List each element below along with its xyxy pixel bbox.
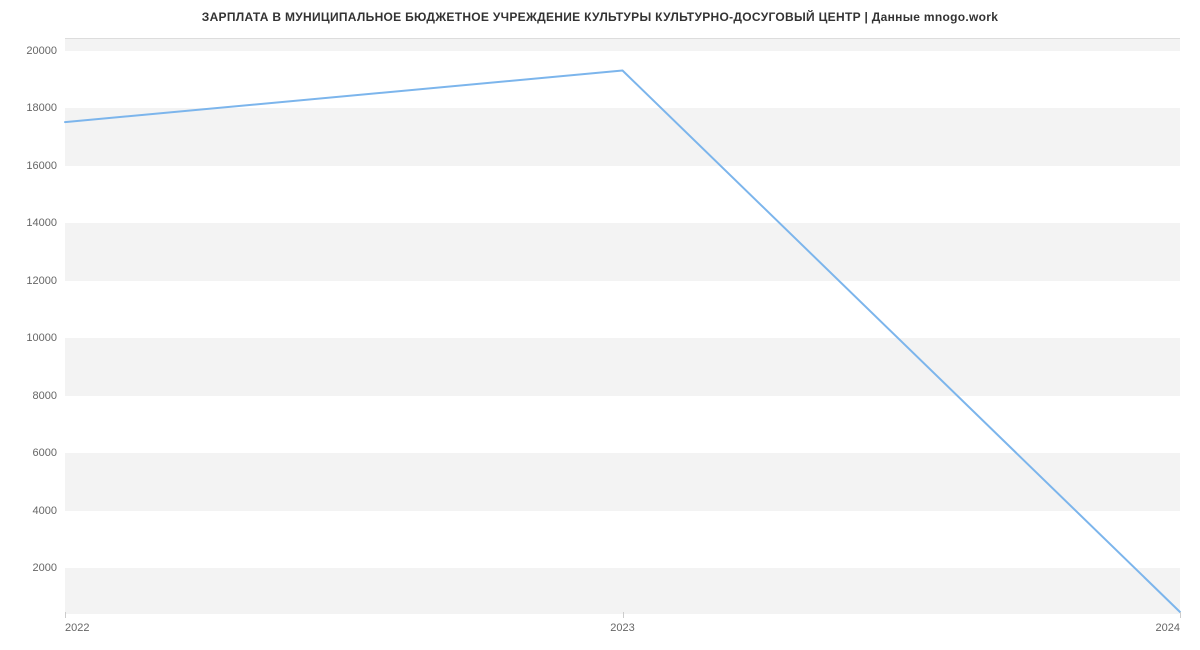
x-tick-label: 2023 — [610, 622, 634, 634]
plot-area: 2000400060008000100001200014000160001800… — [65, 38, 1180, 613]
chart-title: ЗАРПЛАТА В МУНИЦИПАЛЬНОЕ БЮДЖЕТНОЕ УЧРЕЖ… — [0, 0, 1200, 32]
y-tick-label: 14000 — [26, 217, 57, 229]
series-line — [65, 71, 1180, 612]
x-tick — [65, 612, 66, 618]
y-tick-label: 16000 — [26, 160, 57, 172]
x-tick — [1180, 612, 1181, 618]
x-tick-label: 2022 — [65, 622, 89, 634]
y-tick-label: 2000 — [33, 562, 57, 574]
y-tick-label: 18000 — [26, 102, 57, 114]
y-tick-label: 10000 — [26, 332, 57, 344]
x-tick — [623, 612, 624, 618]
line-layer — [65, 39, 1180, 612]
salary-line-chart: ЗАРПЛАТА В МУНИЦИПАЛЬНОЕ БЮДЖЕТНОЕ УЧРЕЖ… — [0, 0, 1200, 650]
x-tick-label: 2024 — [1156, 622, 1180, 634]
y-tick-label: 4000 — [33, 505, 57, 517]
y-tick-label: 6000 — [33, 447, 57, 459]
y-tick-label: 20000 — [26, 45, 57, 57]
y-tick-label: 8000 — [33, 390, 57, 402]
y-tick-label: 12000 — [26, 275, 57, 287]
